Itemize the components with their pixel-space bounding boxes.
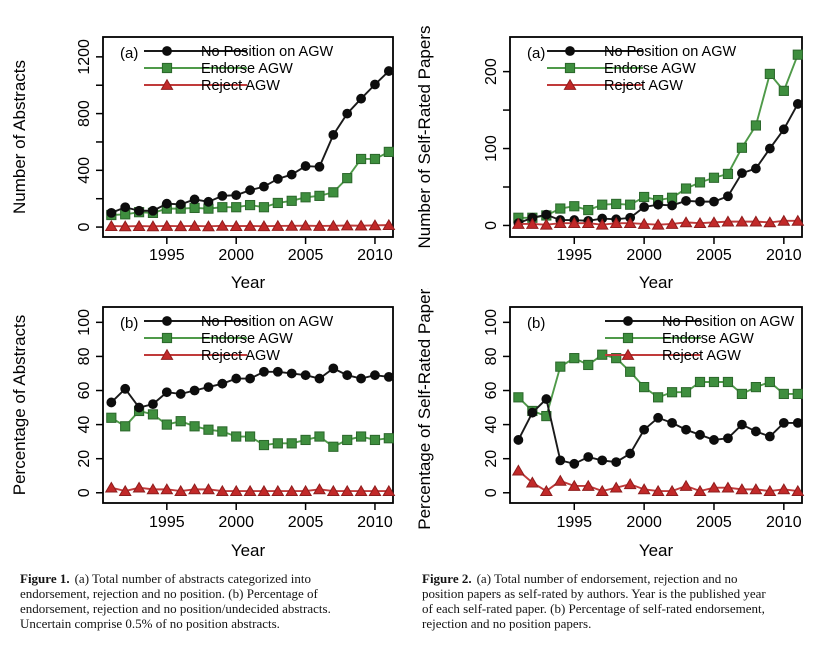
svg-text:2010: 2010 [766,514,802,531]
svg-text:200: 200 [483,58,500,85]
chart-cell-abstracts-percentage: 0 20 40 60 80 100 1995 2000 2005 2010 Percentage o… [0,288,414,575]
svg-text:Endorse AGW: Endorse AGW [201,331,293,347]
svg-text:Percentage of Abstracts: Percentage of Abstracts [10,315,29,496]
svg-text:60: 60 [76,382,93,400]
chart-cell-selfrated-percentage: 0 20 40 60 80 100 1995 2000 2005 2010 Percentage o… [414,280,828,575]
svg-text:2000: 2000 [626,247,662,264]
chart-abstracts-percentage: 0 20 40 60 80 100 1995 2000 2005 2010 Percentage o… [10,306,396,560]
svg-text:100: 100 [483,135,500,162]
svg-text:(b): (b) [120,315,138,332]
caption-figure1-label: Figure 1. [20,571,70,586]
svg-text:0: 0 [76,223,93,232]
svg-text:Reject AGW: Reject AGW [604,78,683,94]
svg-text:Reject AGW: Reject AGW [201,78,280,94]
caption-figure2: Figure 2. (a) Total number of endorsement… [422,571,822,631]
svg-text:Reject AGW: Reject AGW [201,348,280,364]
svg-text:(b): (b) [527,315,545,332]
svg-text:Year: Year [639,273,674,288]
svg-text:2010: 2010 [357,514,393,531]
svg-text:1200: 1200 [76,39,93,75]
svg-text:No Position on AGW: No Position on AGW [604,44,736,60]
svg-text:No Position on AGW: No Position on AGW [201,314,333,330]
svg-text:Endorse AGW: Endorse AGW [662,331,754,347]
svg-text:2005: 2005 [288,514,324,531]
chart-abstracts-count: 0 400 800 1200 1995 2000 2005 2010 Number of Abs… [10,36,396,292]
svg-text:1995: 1995 [149,247,185,264]
chart-cell-selfrated-count: 0 100 200 1995 2000 2005 2010 Number of Self-Ra… [414,0,828,293]
svg-text:No Position on AGW: No Position on AGW [201,44,333,60]
svg-text:2010: 2010 [766,247,802,264]
svg-text:2000: 2000 [218,514,254,531]
svg-text:400: 400 [76,157,93,184]
svg-text:60: 60 [483,382,500,400]
svg-text:Year: Year [231,541,266,560]
svg-text:Reject AGW: Reject AGW [662,348,741,364]
svg-text:2005: 2005 [696,247,732,264]
svg-text:No Position on AGW: No Position on AGW [662,314,794,330]
svg-text:1995: 1995 [556,247,592,264]
svg-text:80: 80 [76,347,93,365]
caption-figure1: Figure 1. (a) Total number of abstracts c… [20,571,405,631]
svg-text:Percentage of Self-Rated Paper: Percentage of Self-Rated Papers [415,288,434,530]
svg-text:40: 40 [483,416,500,434]
svg-text:(a): (a) [527,45,545,62]
svg-text:800: 800 [76,100,93,127]
svg-text:2000: 2000 [218,247,254,264]
svg-text:0: 0 [76,488,93,497]
svg-text:2005: 2005 [696,514,732,531]
svg-text:2005: 2005 [288,247,324,264]
svg-text:Number of Self-Rated Papers: Number of Self-Rated Papers [415,26,434,249]
svg-text:80: 80 [483,347,500,365]
svg-text:2010: 2010 [357,247,393,264]
chart-selfrated-count: 0 100 200 1995 2000 2005 2010 Number of Self-Ra… [415,26,805,292]
svg-text:40: 40 [76,416,93,434]
chart-selfrated-percentage: 0 20 40 60 80 100 1995 2000 2005 2010 Percentage o… [415,280,805,560]
svg-text:Endorse AGW: Endorse AGW [604,61,696,77]
svg-text:20: 20 [483,450,500,468]
svg-text:100: 100 [76,309,93,336]
svg-text:1995: 1995 [149,514,185,531]
caption-figure2-label: Figure 2. [422,571,472,586]
caption-figure1-text: (a) Total number of abstracts categorize… [20,571,331,631]
svg-text:1995: 1995 [556,514,592,531]
svg-text:20: 20 [76,450,93,468]
svg-text:0: 0 [483,221,500,230]
svg-text:0: 0 [483,488,500,497]
svg-text:Endorse AGW: Endorse AGW [201,61,293,77]
svg-text:(a): (a) [120,45,138,62]
chart-cell-abstracts-count: 0 400 800 1200 1995 2000 2005 2010 Number of Abs… [0,0,414,293]
svg-text:Year: Year [231,273,266,288]
svg-text:Year: Year [639,541,674,560]
caption-figure2-text: (a) Total number of endorsement, rejecti… [422,571,766,631]
svg-text:100: 100 [483,309,500,336]
svg-text:2000: 2000 [626,514,662,531]
svg-text:Number of Abstracts: Number of Abstracts [10,60,29,214]
